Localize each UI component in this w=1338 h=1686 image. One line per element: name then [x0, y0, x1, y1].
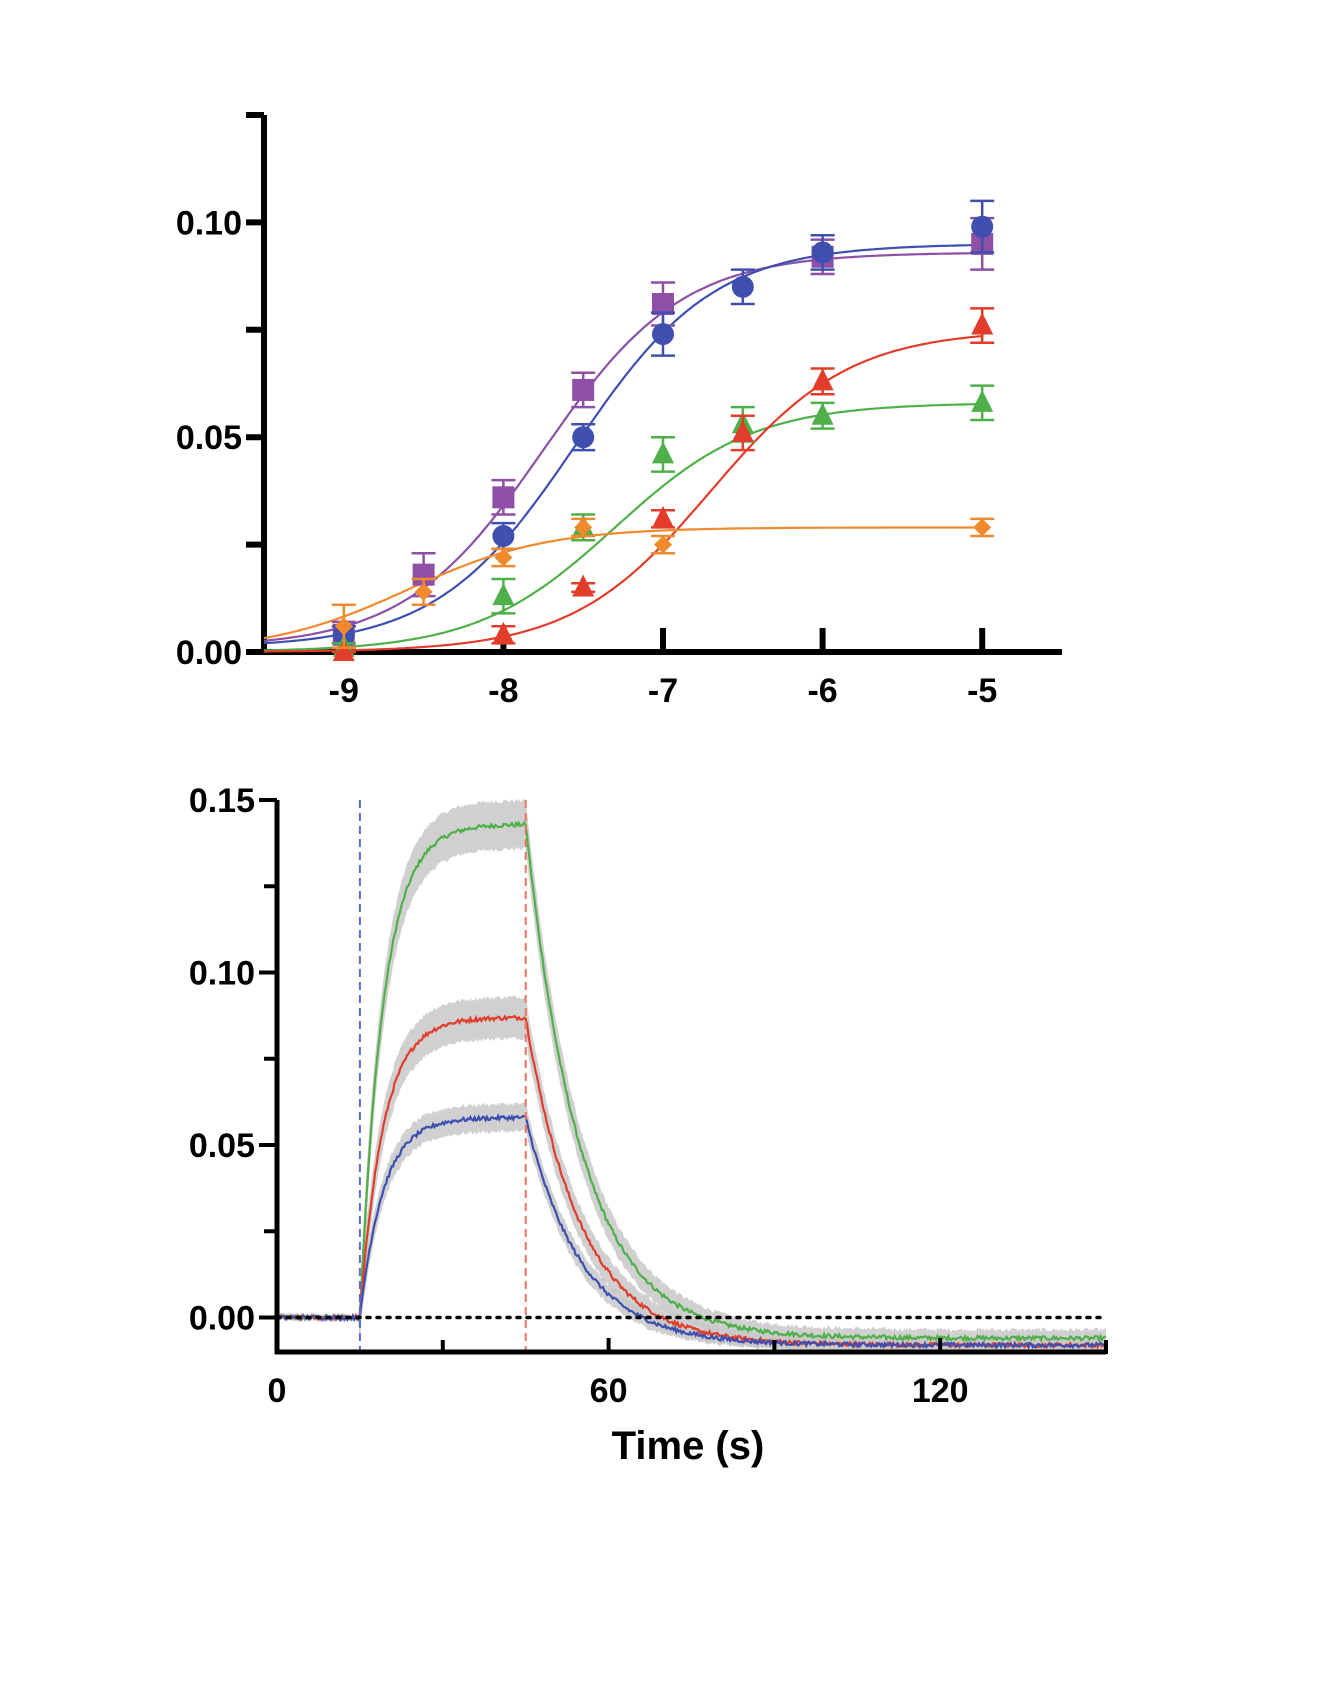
point-red	[572, 574, 595, 597]
point-blue	[492, 525, 515, 548]
x-tick-label: 0	[268, 1372, 287, 1410]
point-orange	[574, 518, 593, 537]
point-orange	[334, 617, 353, 636]
point-green	[811, 402, 834, 425]
y-tick-label: 0.00	[176, 634, 242, 672]
trace-green	[276, 820, 1107, 1344]
x-tick-label: -8	[488, 672, 518, 710]
x-axis-title: Time (s)	[612, 1424, 765, 1468]
point-orange	[414, 582, 433, 601]
x-tick-label: -9	[329, 672, 359, 710]
x-tick-label: -6	[807, 672, 837, 710]
y-tick-label: 0.05	[189, 1127, 255, 1165]
x-tick-label: 120	[912, 1372, 969, 1410]
fit-curve-red	[264, 335, 983, 653]
point-purple	[572, 378, 595, 401]
kinetics-chart: Time (s) 0.00 0.05 0.10 0.15 0 60 120	[189, 782, 1108, 1468]
y-tick-label: 0.15	[189, 782, 255, 820]
point-green	[971, 389, 994, 412]
y-tick-label: 0.10	[189, 955, 255, 993]
dose-response-chart: 0.00 0.05 0.10 -9 -8 -7 -6 -5	[176, 112, 1062, 710]
point-red	[492, 621, 515, 644]
point-red	[811, 368, 834, 391]
point-orange	[973, 518, 992, 537]
x-tick-label: -7	[648, 672, 678, 710]
trace-red	[276, 1014, 1107, 1350]
y-tick-label: 0.10	[176, 204, 242, 242]
point-blue	[811, 241, 834, 264]
point-green	[652, 441, 674, 464]
point-orange	[494, 548, 513, 567]
point-red	[731, 419, 754, 442]
point-red	[652, 505, 674, 528]
traces	[276, 820, 1107, 1350]
point-orange	[654, 535, 672, 554]
x-tick-label: 60	[590, 1372, 628, 1410]
fit-curve-green	[264, 403, 983, 652]
point-blue	[572, 426, 595, 449]
point-red	[971, 312, 994, 335]
point-green	[492, 583, 515, 606]
x-tick-label: -5	[967, 672, 997, 710]
fit-curve-blue	[263, 243, 983, 645]
y-tick-label: 0.05	[176, 419, 242, 457]
bands	[277, 798, 1106, 1355]
fit-curve-orange	[263, 526, 983, 640]
fit-curve-purple	[263, 252, 983, 642]
point-purple	[492, 486, 515, 509]
y-tick-label: 0.00	[189, 1300, 255, 1338]
point-blue	[731, 275, 754, 298]
point-blue	[971, 215, 994, 238]
trace-blue	[276, 1112, 1107, 1350]
point-red	[332, 639, 355, 661]
point-blue	[652, 323, 674, 346]
point-purple	[652, 293, 674, 316]
